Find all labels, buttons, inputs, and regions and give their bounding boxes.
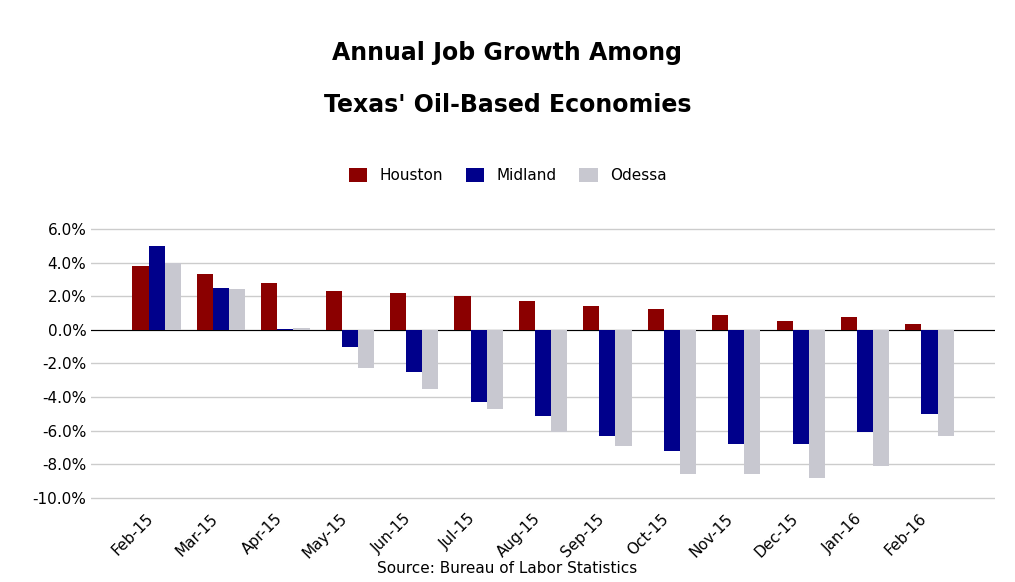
Bar	[922, 330, 938, 414]
Bar	[519, 301, 535, 330]
Bar	[728, 330, 744, 444]
Bar	[840, 317, 857, 330]
Bar	[648, 309, 664, 330]
Bar	[793, 330, 809, 444]
Bar	[713, 315, 728, 330]
Bar	[680, 330, 696, 474]
Bar	[390, 293, 406, 330]
Bar	[600, 330, 615, 436]
Bar	[422, 330, 438, 389]
Bar	[148, 246, 164, 330]
Bar	[261, 283, 277, 330]
Bar	[584, 306, 600, 330]
Bar	[406, 330, 422, 372]
Bar	[776, 321, 793, 330]
Bar	[664, 330, 680, 451]
Bar	[132, 266, 148, 330]
Bar	[342, 330, 358, 347]
Bar	[164, 262, 181, 330]
Bar	[857, 330, 873, 432]
Bar	[197, 274, 213, 330]
Bar	[213, 288, 229, 330]
Bar	[615, 330, 631, 446]
Bar	[905, 324, 922, 330]
Bar	[873, 330, 889, 466]
Bar	[293, 328, 310, 330]
Text: Annual Job Growth Among: Annual Job Growth Among	[333, 41, 682, 65]
Bar	[535, 330, 551, 416]
Bar	[229, 289, 246, 330]
Bar	[938, 330, 954, 436]
Text: Source: Bureau of Labor Statistics: Source: Bureau of Labor Statistics	[378, 561, 637, 576]
Bar	[809, 330, 825, 478]
Legend: Houston, Midland, Odessa: Houston, Midland, Odessa	[342, 162, 673, 189]
Bar	[358, 330, 374, 368]
Bar	[551, 330, 567, 432]
Text: Texas' Oil-Based Economies: Texas' Oil-Based Economies	[324, 93, 691, 117]
Bar	[486, 330, 502, 409]
Bar	[277, 329, 293, 330]
Bar	[471, 330, 486, 402]
Bar	[744, 330, 760, 474]
Bar	[326, 291, 342, 330]
Bar	[455, 296, 471, 330]
